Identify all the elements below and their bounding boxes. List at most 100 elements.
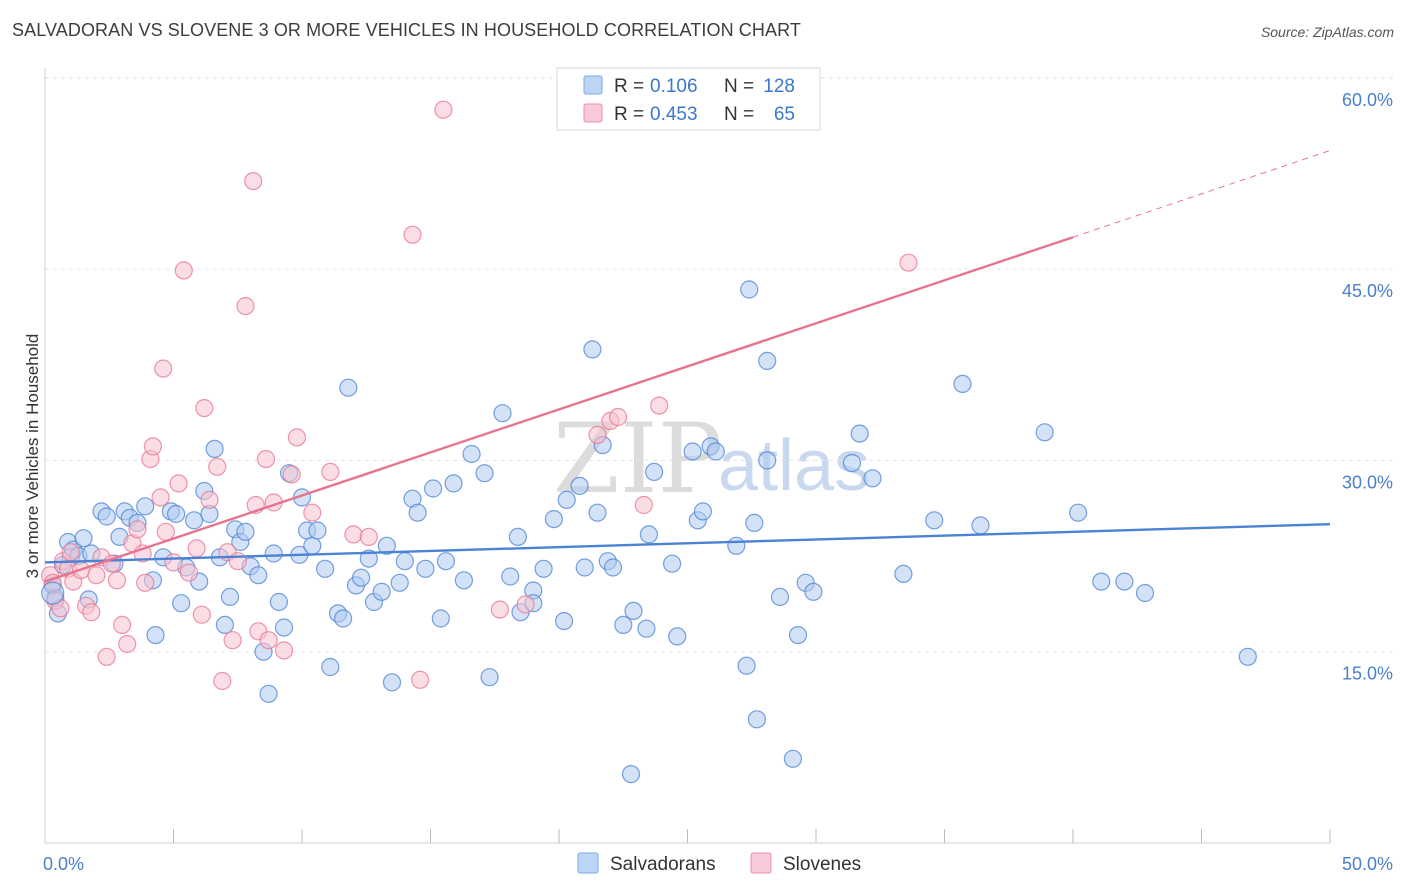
point-salvadorans (431, 609, 450, 628)
point-slovenes (107, 571, 127, 590)
point-salvadorans (588, 503, 607, 522)
point-salvadorans (683, 442, 702, 461)
point-salvadorans (603, 558, 623, 577)
point-slovenes (174, 261, 193, 280)
point-salvadorans (706, 442, 725, 461)
point-salvadorans (390, 573, 409, 592)
top-legend: R = 0.106 N = 128 R = 0.453 N = 65 (556, 67, 821, 131)
legend-n-label-slovenes: N = (724, 104, 754, 125)
point-slovenes (274, 641, 294, 660)
legend-swatch-slovenes (583, 103, 603, 123)
point-slovenes (208, 457, 227, 476)
point-salvadorans (436, 552, 455, 571)
point-salvadorans (462, 444, 481, 464)
point-salvadorans (758, 351, 777, 370)
point-salvadorans (249, 566, 268, 585)
y-tick-label: 60.0% (1342, 90, 1393, 110)
point-salvadorans (1068, 503, 1088, 522)
point-salvadorans (668, 627, 687, 646)
legend-r-value-salvadorans: 0.106 (650, 76, 698, 97)
bottom-legend-label-salvadorans: Salvadorans (610, 854, 716, 875)
point-salvadorans (424, 479, 443, 498)
point-salvadorans (1092, 572, 1111, 591)
point-salvadorans (693, 502, 713, 521)
bottom-legend-label-slovenes: Slovenes (783, 854, 861, 875)
point-salvadorans (316, 559, 335, 578)
point-slovenes (244, 172, 263, 191)
point-salvadorans (146, 625, 165, 645)
point-slovenes (588, 425, 607, 444)
point-salvadorans (41, 581, 65, 605)
point-slovenes (200, 490, 219, 509)
point-salvadorans (236, 522, 255, 541)
point-slovenes (156, 522, 175, 541)
point-slovenes (87, 566, 106, 585)
point-slovenes (403, 225, 422, 244)
point-slovenes (136, 573, 155, 592)
point-salvadorans (444, 474, 463, 493)
point-salvadorans (395, 552, 414, 571)
point-salvadorans (339, 378, 358, 397)
point-salvadorans (727, 536, 746, 555)
point-salvadorans (1115, 572, 1134, 591)
point-salvadorans (136, 497, 155, 516)
trend-lines (44, 150, 1331, 583)
point-salvadorans (544, 509, 564, 529)
point-slovenes (287, 428, 306, 447)
point-salvadorans (382, 673, 402, 692)
y-tick-label: 45.0% (1342, 281, 1393, 301)
point-salvadorans (737, 656, 756, 675)
point-slovenes (151, 488, 170, 507)
point-salvadorans (359, 549, 378, 568)
bottom-legend-swatch-salvadorans (577, 852, 599, 874)
point-salvadorans (303, 536, 322, 555)
point-salvadorans (508, 527, 528, 547)
point-slovenes (82, 603, 101, 622)
point-salvadorans (185, 511, 204, 530)
point-slovenes (650, 396, 669, 415)
point-salvadorans (215, 615, 234, 635)
point-salvadorans (534, 559, 553, 578)
y-tick-label: 15.0% (1342, 664, 1393, 684)
trend-line-slovenes (44, 236, 1074, 583)
source-label: Source: ZipAtlas.com (1260, 24, 1394, 40)
point-salvadorans (480, 668, 499, 687)
point-slovenes (192, 605, 211, 624)
point-slovenes (259, 631, 278, 650)
point-slovenes (128, 520, 147, 539)
point-salvadorans (377, 536, 396, 555)
point-salvadorans (308, 521, 327, 540)
point-slovenes (118, 634, 137, 654)
point-slovenes (179, 563, 198, 582)
point-salvadorans (747, 710, 767, 729)
point-salvadorans (1035, 423, 1054, 442)
point-salvadorans (220, 587, 240, 607)
point-salvadorans (264, 544, 283, 563)
point-slovenes (303, 503, 322, 522)
chart-title: SALVADORAN VS SLOVENE 3 OR MORE VEHICLES… (12, 20, 801, 40)
point-salvadorans (352, 568, 371, 587)
point-salvadorans (269, 592, 288, 612)
point-salvadorans (501, 567, 520, 586)
point-salvadorans (372, 582, 391, 601)
point-salvadorans (639, 525, 659, 544)
point-salvadorans (493, 404, 512, 423)
point-salvadorans (758, 451, 777, 470)
point-slovenes (282, 465, 301, 484)
point-salvadorans (662, 554, 682, 573)
point-salvadorans (614, 615, 633, 635)
point-salvadorans (624, 601, 643, 621)
point-slovenes (213, 671, 232, 691)
legend-r-value-slovenes: 0.453 (650, 104, 698, 125)
point-salvadorans (644, 462, 664, 481)
point-salvadorans (745, 513, 764, 533)
point-salvadorans (1135, 583, 1155, 603)
point-salvadorans (408, 503, 427, 522)
point-salvadorans (259, 684, 278, 703)
x-tick-label-max: 50.0% (1342, 854, 1393, 874)
point-slovenes (112, 615, 132, 635)
point-slovenes (143, 437, 162, 456)
point-salvadorans (637, 619, 656, 638)
point-salvadorans (863, 469, 882, 488)
point-salvadorans (554, 611, 574, 631)
